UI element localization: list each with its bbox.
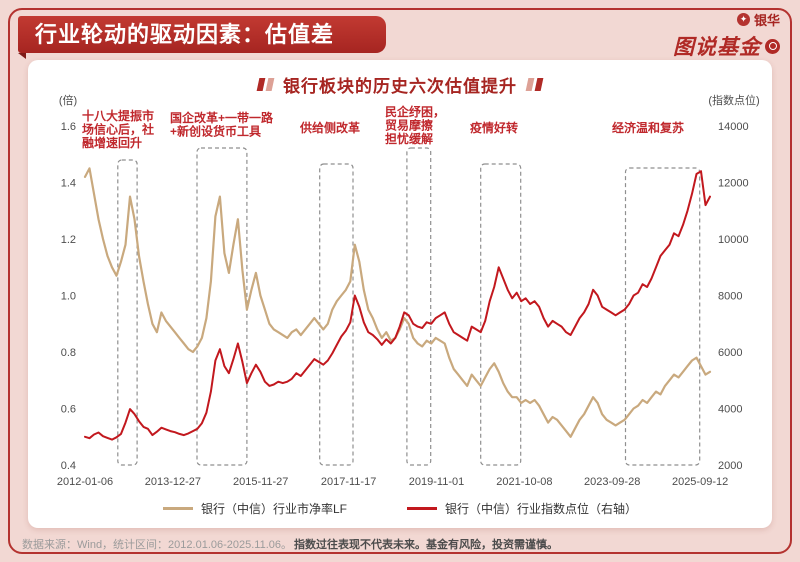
product-name: 图说基金	[673, 36, 761, 59]
right-axis-unit: (指数点位)	[708, 93, 759, 107]
event-annotation: 国企改革+一带一路+新创设货币工具	[170, 110, 274, 139]
x-axis-tick: 2013-12-27	[145, 476, 201, 488]
x-axis-tick: 2019-11-01	[409, 476, 464, 488]
event-annotation: 民企纾困，贸易摩擦担忧缓解	[385, 104, 445, 146]
brand-name: 银华	[753, 13, 780, 28]
chart-card: 银行板块的历史六次估值提升 (倍) (指数点位) 十八大提振市场信心后，社融增速…	[28, 60, 772, 528]
event-highlight-box	[319, 163, 354, 466]
legend-label: 银行（中信）行业指数点位（右轴）	[445, 502, 638, 516]
left-axis-tick: 1.4	[61, 178, 76, 190]
event-highlight-box	[406, 147, 432, 466]
event-highlight-box	[624, 167, 701, 466]
left-axis-tick: 1.0	[61, 291, 76, 303]
legend-item: 银行（中信）行业市净率LF	[162, 500, 347, 517]
x-axis-tick: 2025-09-12	[672, 476, 728, 488]
left-axis-tick: 0.4	[61, 460, 76, 472]
left-axis-tick: 1.6	[61, 121, 76, 133]
right-axis-tick: 6000	[718, 347, 742, 359]
series-line-index-points	[84, 170, 711, 441]
valuation-line-chart: (倍) (指数点位) 十八大提振市场信心后，社融增速回升国企改革+一带一路+新创…	[57, 93, 760, 488]
event-annotation: 经济温和复苏	[612, 120, 684, 135]
brand-logo-main: 图说基金	[673, 31, 780, 61]
event-annotation: 十八大提振市场信心后，社融增速回升	[82, 108, 154, 150]
chart-subtitle: 银行板块的历史六次估值提升	[283, 77, 517, 96]
legend-label: 银行（中信）行业市净率LF	[200, 502, 347, 516]
right-axis-tick: 10000	[718, 234, 749, 246]
page-title: 行业轮动的驱动因素：估值差	[18, 16, 387, 59]
right-axis-tick: 8000	[718, 291, 742, 303]
legend-item: 银行（中信）行业指数点位（右轴）	[407, 500, 637, 517]
x-axis-tick: 2012-01-06	[57, 476, 113, 488]
left-axis-unit: (倍)	[59, 93, 77, 107]
event-highlight-box	[480, 163, 522, 466]
x-axis-tick: 2021-10-08	[496, 476, 552, 488]
event-highlight-box	[117, 159, 138, 466]
x-axis-tick: 2023-09-28	[584, 476, 640, 488]
brand-logo-top: ✦ 银华	[673, 10, 780, 29]
right-axis-tick: 12000	[718, 178, 749, 190]
chart-legend: 银行（中信）行业市净率LF 银行（中信）行业指数点位（右轴）	[28, 500, 772, 517]
yinhua-logo-icon: ✦	[736, 13, 750, 26]
right-axis-tick: 2000	[718, 460, 742, 472]
x-axis-tick: 2017-11-17	[321, 476, 376, 488]
risk-warning-text: 指数过往表现不代表未来。基金有风险，投资需谨慎。	[294, 539, 559, 551]
legend-swatch-icon	[407, 507, 437, 510]
event-annotation: 供给侧改革	[299, 120, 360, 135]
left-axis-tick: 0.8	[61, 347, 76, 359]
left-axis-tick: 0.6	[61, 404, 76, 416]
right-axis-tick: 14000	[718, 121, 749, 133]
footer-disclaimer: 数据来源：Wind，统计区间：2012.01.06-2025.11.06。 指数过…	[22, 536, 558, 552]
logo-seal-icon	[765, 38, 780, 54]
series-line-pb-ratio	[83, 167, 712, 438]
data-source-text: 数据来源：Wind，统计区间：2012.01.06-2025.11.06。	[22, 539, 293, 551]
brand-logo: ✦ 银华 图说基金	[673, 10, 780, 61]
event-annotation: 疫情好转	[470, 120, 518, 135]
left-axis-tick: 1.2	[61, 234, 76, 246]
right-axis-tick: 4000	[718, 404, 742, 416]
x-axis-tick: 2015-11-27	[233, 476, 288, 488]
subtitle-row: 银行板块的历史六次估值提升	[28, 72, 772, 97]
legend-swatch-icon	[162, 507, 193, 510]
